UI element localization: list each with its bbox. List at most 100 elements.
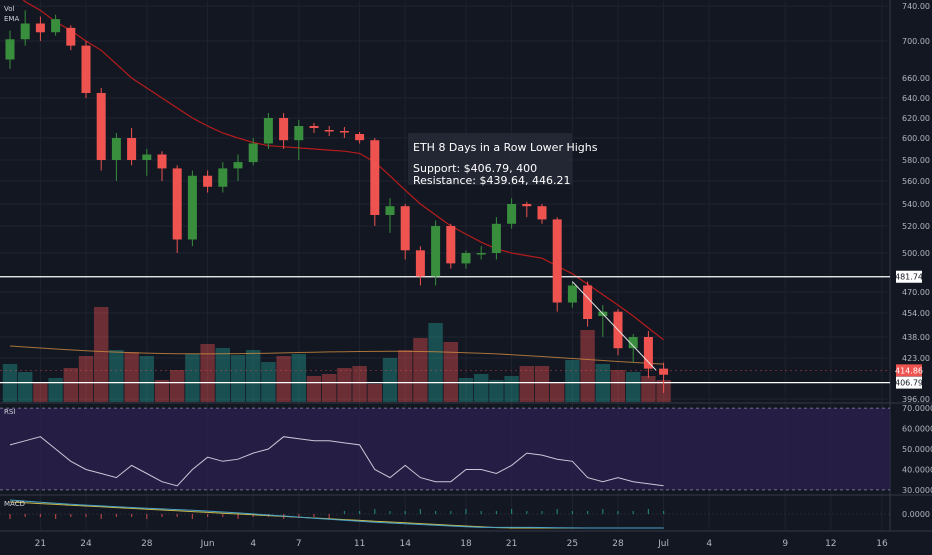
candle[interactable] bbox=[111, 133, 121, 181]
rsi-tick-label: 30.0000 bbox=[902, 486, 932, 495]
volume-bar bbox=[610, 370, 626, 402]
volume-bar bbox=[428, 323, 443, 402]
candle-body bbox=[446, 226, 456, 264]
candle[interactable] bbox=[5, 30, 15, 69]
support-resistance-lines: 481.74 406.79 414.86 bbox=[0, 270, 923, 389]
x-tick-label: 21 bbox=[506, 539, 517, 549]
price-tick-label: 540.00 bbox=[902, 200, 930, 209]
candle[interactable] bbox=[476, 246, 486, 260]
x-tick-label: 28 bbox=[141, 539, 153, 549]
candle[interactable] bbox=[218, 162, 228, 193]
candle[interactable] bbox=[324, 126, 334, 136]
volume-bar bbox=[48, 378, 63, 402]
candle-body bbox=[339, 131, 349, 133]
candle-body bbox=[96, 93, 106, 160]
candle[interactable] bbox=[355, 132, 365, 144]
candle-body bbox=[400, 206, 410, 251]
candle[interactable] bbox=[446, 223, 456, 269]
candle[interactable] bbox=[385, 198, 395, 233]
candle[interactable] bbox=[279, 113, 289, 149]
candle[interactable] bbox=[431, 220, 441, 286]
price-tick-label: 423.00 bbox=[902, 354, 930, 363]
candles-layer[interactable] bbox=[5, 10, 669, 393]
candle[interactable] bbox=[127, 128, 137, 166]
x-tick-label: Jun bbox=[200, 539, 215, 549]
candle[interactable] bbox=[370, 138, 380, 226]
volume-bar bbox=[504, 376, 519, 402]
macd-line bbox=[9, 499, 664, 529]
candle[interactable] bbox=[51, 14, 61, 36]
candle[interactable] bbox=[233, 154, 243, 182]
candle[interactable] bbox=[263, 113, 273, 149]
x-tick-label: 16 bbox=[876, 539, 888, 549]
x-tick-label: 7 bbox=[296, 539, 302, 549]
candle[interactable] bbox=[96, 88, 106, 171]
volume-bar bbox=[230, 355, 246, 402]
candle-body bbox=[522, 204, 532, 207]
candle[interactable] bbox=[522, 201, 532, 218]
candle-body bbox=[385, 206, 395, 215]
candle[interactable] bbox=[339, 127, 349, 138]
candle[interactable] bbox=[507, 198, 517, 229]
candle-body bbox=[659, 368, 669, 375]
candle[interactable] bbox=[66, 25, 76, 51]
candle[interactable] bbox=[248, 138, 258, 166]
candle[interactable] bbox=[613, 309, 623, 356]
candle[interactable] bbox=[203, 170, 213, 193]
rsi-tick-label: 70.0000 bbox=[902, 404, 932, 413]
candle[interactable] bbox=[400, 204, 410, 260]
volume-bar bbox=[580, 330, 595, 402]
volume-bar bbox=[261, 362, 276, 402]
volume-bar bbox=[78, 356, 94, 402]
candle[interactable] bbox=[309, 123, 319, 133]
volume-bar bbox=[474, 374, 489, 402]
candle[interactable] bbox=[81, 41, 91, 98]
axes: 21 24 28 Jun 4 7 11 14 18 21 25 28 Jul 4 9 12 16 740.00 70… bbox=[35, 2, 930, 549]
candle[interactable] bbox=[643, 331, 653, 378]
candle[interactable] bbox=[294, 120, 304, 160]
volume-bar bbox=[291, 354, 306, 402]
candle-body bbox=[476, 253, 486, 255]
candle[interactable] bbox=[172, 165, 182, 253]
candle[interactable] bbox=[415, 246, 425, 286]
x-tick-label: 14 bbox=[399, 539, 411, 549]
candle[interactable] bbox=[491, 217, 501, 260]
candle-body bbox=[431, 226, 441, 277]
candle[interactable] bbox=[461, 250, 471, 269]
candle[interactable] bbox=[628, 334, 638, 363]
candle-body bbox=[537, 206, 547, 220]
annotation-box: ETH 8 Days in a Row Lower Highs Support:… bbox=[408, 133, 598, 187]
candle[interactable] bbox=[157, 151, 167, 181]
candle[interactable] bbox=[142, 149, 152, 176]
candle-body bbox=[35, 23, 45, 33]
candle[interactable] bbox=[35, 16, 45, 42]
price-tick-label: 640.00 bbox=[902, 94, 930, 103]
x-tick-label: 21 bbox=[35, 539, 46, 549]
candle[interactable] bbox=[583, 281, 593, 327]
candle[interactable] bbox=[659, 362, 669, 393]
volume-bar bbox=[322, 374, 337, 402]
candle-body bbox=[203, 175, 213, 187]
candle[interactable] bbox=[552, 217, 562, 312]
price-tick-label: 580.00 bbox=[902, 156, 930, 165]
x-tick-label: 9 bbox=[782, 539, 788, 549]
annotation-title: ETH 8 Days in a Row Lower Highs bbox=[413, 141, 598, 154]
vol-overlay-label: Vol bbox=[4, 5, 15, 13]
macd-pane: 0.0000 MACD bbox=[0, 499, 930, 529]
candle[interactable] bbox=[537, 204, 547, 224]
volume-bar bbox=[154, 380, 170, 402]
candle-body bbox=[461, 253, 471, 264]
price-tick-label: 740.00 bbox=[902, 2, 930, 11]
lower-highs-trendline[interactable] bbox=[572, 281, 657, 371]
rsi-tick-label: 50.0000 bbox=[902, 445, 932, 454]
volume-bar bbox=[170, 370, 185, 402]
candle-body bbox=[507, 204, 517, 224]
candle-body bbox=[491, 223, 501, 253]
rsi-label: RSI bbox=[4, 408, 15, 416]
candle[interactable] bbox=[20, 10, 30, 46]
candle[interactable] bbox=[567, 281, 577, 308]
candle-body bbox=[187, 175, 197, 240]
candle[interactable] bbox=[187, 170, 197, 247]
